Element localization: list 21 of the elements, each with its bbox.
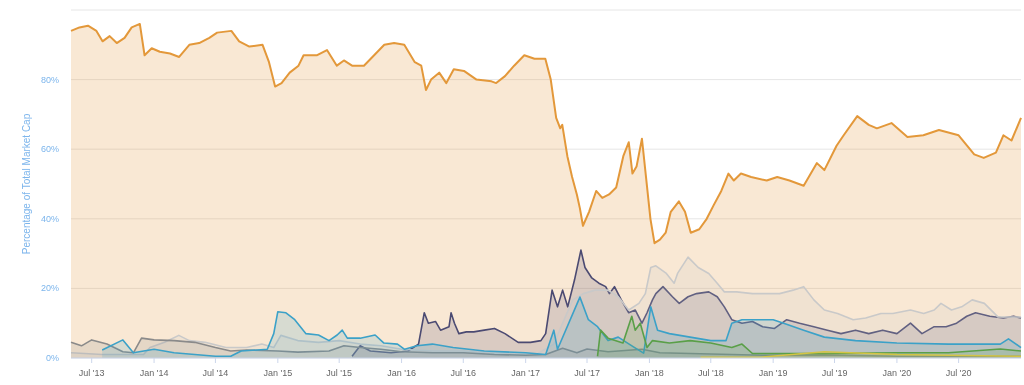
y-axis-title: Percentage of Total Market Cap [21, 113, 32, 255]
x-tick-label: Jan '18 [635, 368, 664, 378]
x-tick-label: Jul '15 [326, 368, 353, 378]
x-tick-label: Jan '19 [758, 368, 788, 378]
x-tick-label: Jul '13 [78, 368, 105, 378]
x-tick-label: Jul '18 [697, 368, 724, 378]
y-tick-label: 80% [40, 74, 59, 85]
x-tick-label: Jan '14 [139, 368, 169, 378]
x-tick-label: Jul '19 [821, 368, 848, 378]
y-tick-label: 60% [40, 144, 59, 155]
x-tick-label: Jul '14 [202, 368, 229, 378]
x-tick-label: Jan '20 [882, 368, 912, 378]
x-tick-label: Jan '17 [511, 368, 541, 378]
x-tick-label: Jul '17 [574, 368, 600, 378]
x-tick-label: Jan '16 [387, 368, 416, 378]
y-tick-label: 20% [40, 283, 59, 294]
x-tick-label: Jul '16 [450, 368, 477, 378]
y-tick-label: 0% [45, 353, 59, 363]
x-tick-label: Jul '20 [945, 368, 972, 378]
x-tick-label: Jan '15 [263, 368, 293, 378]
y-tick-label: 40% [40, 213, 59, 224]
